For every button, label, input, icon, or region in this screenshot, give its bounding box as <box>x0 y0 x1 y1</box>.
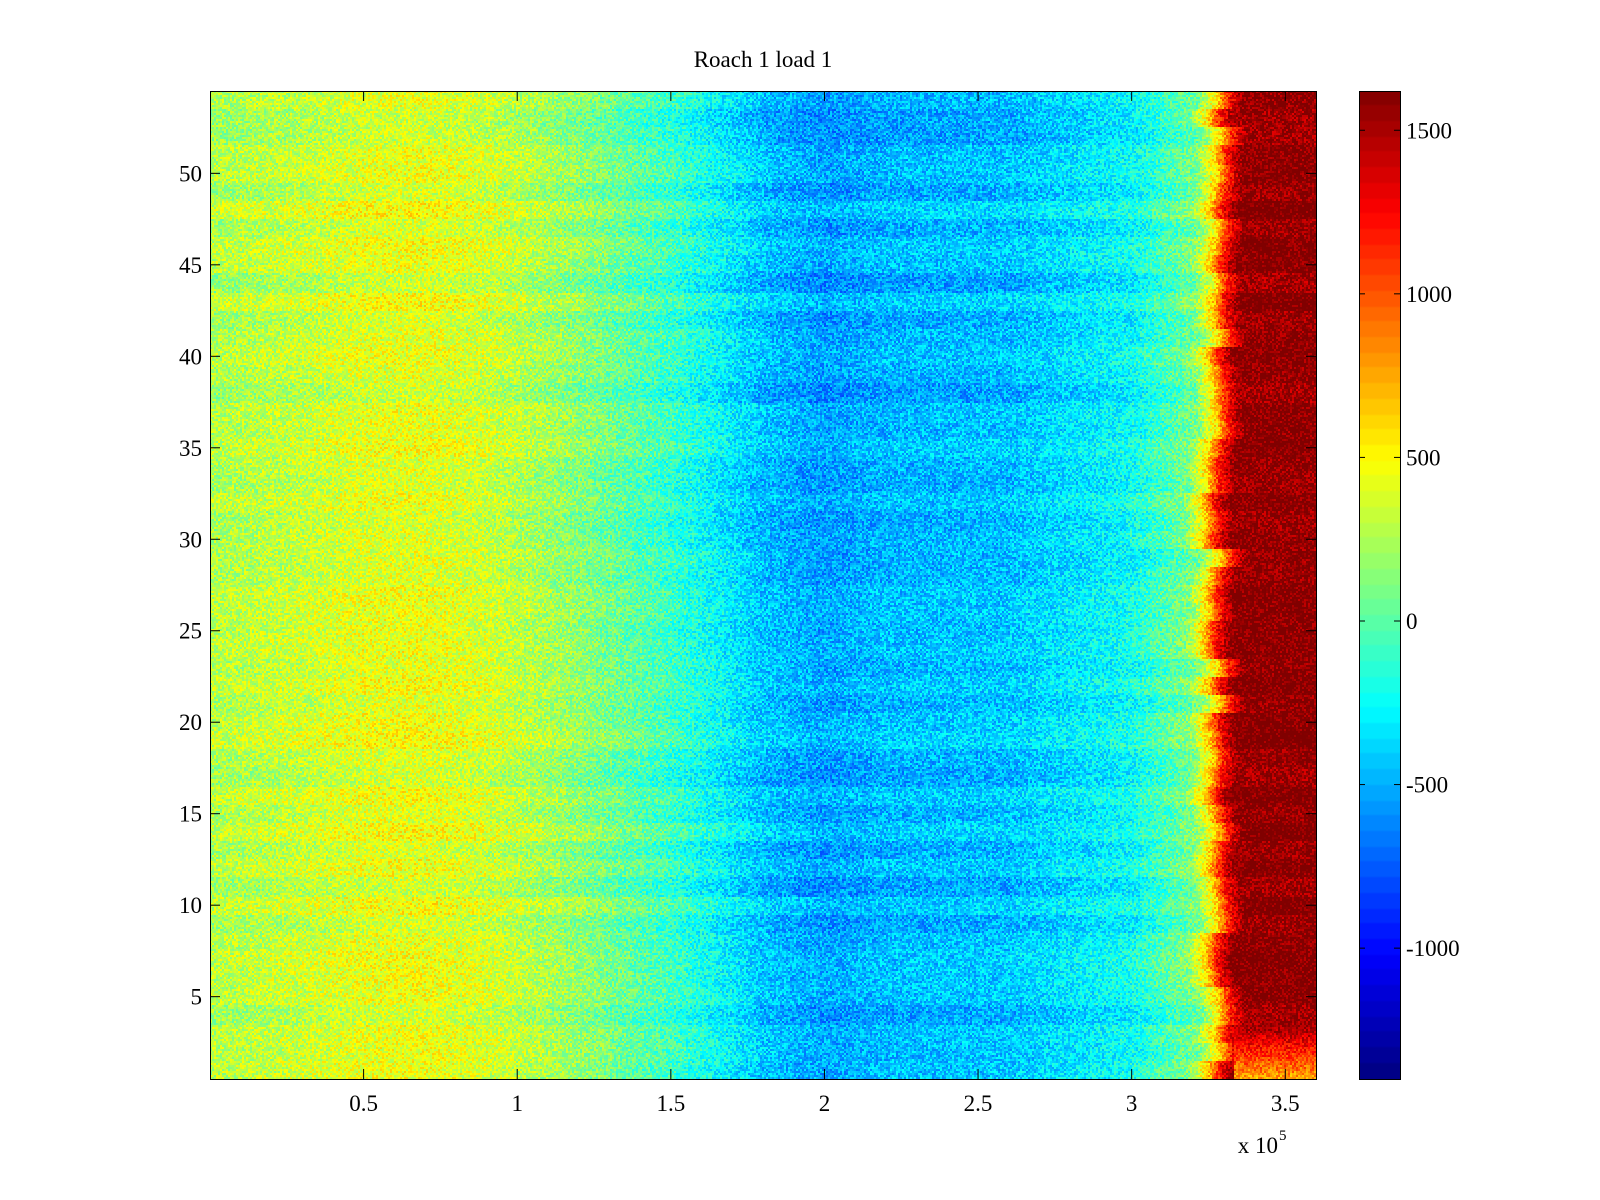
x-axis: 0.5 1 1.5 2 2.5 3 3.5 <box>349 91 1300 1116</box>
colorbar-tick-label: 1000 <box>1406 282 1452 307</box>
x-axis-multiplier: x 10 <box>1238 1133 1278 1158</box>
colorbar-frame <box>1359 91 1401 1080</box>
y-tick-label: 20 <box>179 710 202 735</box>
y-tick-label: 10 <box>179 893 202 918</box>
colorbar-axis: -1000 -500 0 500 1000 1500 <box>1359 118 1460 961</box>
y-tick-label: 50 <box>179 161 202 186</box>
colorbar-tick-label: -500 <box>1406 773 1448 798</box>
colorbar-tick-label: -1000 <box>1406 936 1460 961</box>
y-axis: 5 10 15 20 25 30 35 40 45 50 <box>179 161 1316 1010</box>
y-tick-label: 35 <box>179 436 202 461</box>
x-tick-label: 1.5 <box>656 1091 685 1116</box>
colorbar-tick-label: 500 <box>1406 445 1441 470</box>
x-axis-exponent: 5 <box>1279 1128 1287 1144</box>
colorbar-tick-label: 1500 <box>1406 118 1452 143</box>
y-tick-label: 5 <box>191 985 203 1010</box>
y-tick-label: 45 <box>179 253 202 278</box>
x-tick-label: 3 <box>1126 1091 1138 1116</box>
heatmap-image <box>210 91 1316 1079</box>
colorbar-tick-label: 0 <box>1406 609 1418 634</box>
x-tick-label: 0.5 <box>349 1091 378 1116</box>
y-tick-label: 25 <box>179 619 202 644</box>
chart-title: Roach 1 load 1 <box>694 47 833 72</box>
x-tick-label: 2 <box>819 1091 831 1116</box>
x-tick-label: 3.5 <box>1271 1091 1300 1116</box>
y-tick-label: 40 <box>179 344 202 369</box>
y-tick-label: 15 <box>179 802 202 827</box>
x-tick-label: 2.5 <box>964 1091 993 1116</box>
colorbar-gradient <box>1359 91 1400 1079</box>
x-tick-label: 1 <box>511 1091 523 1116</box>
plot-frame <box>210 91 1317 1080</box>
y-tick-label: 30 <box>179 527 202 552</box>
